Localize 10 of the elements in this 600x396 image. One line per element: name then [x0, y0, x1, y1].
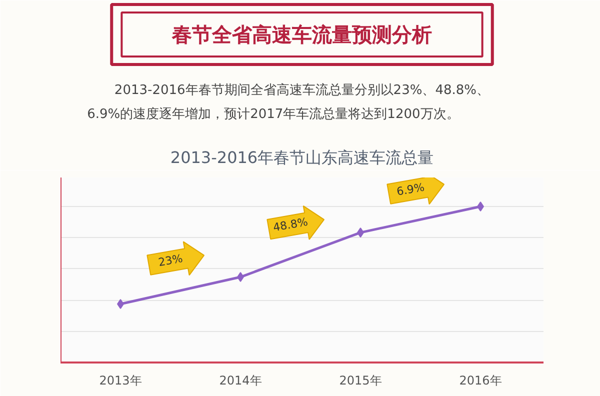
chart-subtitle: 2013-2016年春节期间全省高速车流总量分别以23%、48.8%、 6.9%的速度逐年增加，预计2017年车流总量将达到1200万次。	[87, 82, 490, 122]
annotation: 48.8%	[272, 215, 309, 234]
annotation: 23%	[157, 252, 184, 270]
text: 2013-2016年春节山东高速车流总量	[170, 148, 434, 167]
x-tick-label: 2016年	[459, 374, 502, 388]
x-tick-label: 2014年	[219, 374, 262, 388]
x-tick-label: 2015年	[339, 374, 382, 388]
x-tick-label: 2013年	[99, 374, 142, 388]
chart-title: 春节全省高速车流量预测分析	[171, 22, 432, 46]
text: 6.9%	[396, 180, 426, 198]
